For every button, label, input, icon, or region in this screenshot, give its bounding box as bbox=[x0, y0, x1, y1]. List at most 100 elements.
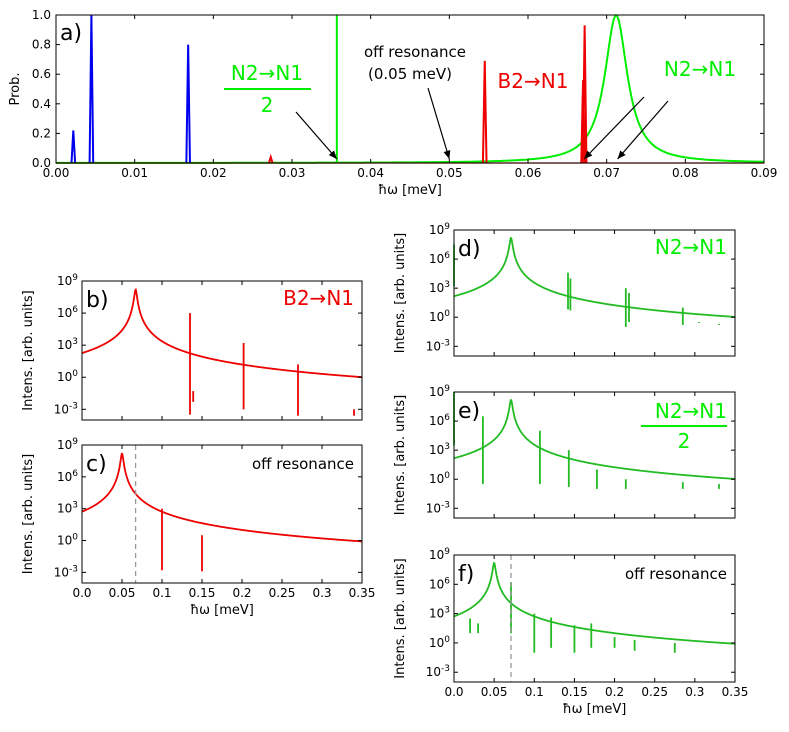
y-tick-label-c: 106 bbox=[57, 469, 78, 484]
panel-b-curve bbox=[81, 287, 363, 379]
panel-c-frame bbox=[81, 444, 363, 584]
y-tick-label-f: 106 bbox=[429, 576, 450, 591]
legend-e: N2→N1 bbox=[655, 399, 727, 423]
x-axis-label-f: ħω [meV] bbox=[563, 702, 627, 717]
x-tick-label-c: 0.2 bbox=[232, 586, 251, 600]
y-tick-label-d: 103 bbox=[429, 280, 450, 295]
series-green-lorentz bbox=[55, 14, 765, 164]
y-tick-label-b: 10-3 bbox=[54, 401, 78, 416]
x-tick-label-f: 0.3 bbox=[685, 685, 704, 699]
y-tick-label-a: 0.4 bbox=[32, 97, 51, 111]
x-tick-label-a: 0.06 bbox=[515, 166, 542, 180]
y-axis-label-f: Intens. [arb. units] bbox=[393, 558, 408, 678]
y-axis-label-b: Intens. [arb. units] bbox=[21, 290, 36, 410]
arrow-n2n1-half bbox=[295, 111, 338, 160]
x-tick-label-f: 0.2 bbox=[605, 685, 624, 699]
legend-c: off resonance bbox=[252, 455, 354, 473]
panel-d-curve bbox=[453, 236, 736, 318]
arrow-off-resonance-head bbox=[443, 150, 451, 159]
panel-label-e: e) bbox=[458, 399, 480, 424]
panel-label-b: b) bbox=[86, 288, 109, 313]
panel-f-frame bbox=[453, 554, 736, 683]
x-tick-label-a: 0.08 bbox=[672, 166, 699, 180]
panel-d-frame bbox=[453, 229, 736, 357]
series-red-peak-3 bbox=[581, 25, 588, 164]
x-tick-label-c: 0.25 bbox=[269, 586, 296, 600]
y-tick-label-f: 10-3 bbox=[426, 664, 450, 679]
x-tick-label-a: 0.03 bbox=[279, 166, 306, 180]
arrow-b2n1 bbox=[583, 96, 645, 160]
x-tick-label-a: 0.07 bbox=[593, 166, 620, 180]
x-tick-label-c: 0.15 bbox=[189, 586, 216, 600]
x-tick-label-a: 0.05 bbox=[436, 166, 463, 180]
x-tick-label-f: 0.25 bbox=[641, 685, 668, 699]
x-tick-label-c: 0.3 bbox=[312, 586, 331, 600]
arrow-off-resonance bbox=[427, 87, 450, 160]
panel-f-curve bbox=[453, 561, 736, 645]
y-tick-label-e: 10-3 bbox=[426, 500, 450, 515]
y-tick-label-a: 0.0 bbox=[32, 156, 51, 170]
y-tick-label-d: 106 bbox=[429, 251, 450, 266]
panel-label-d: d) bbox=[458, 237, 481, 262]
annotation-off-resonance: off resonance bbox=[364, 43, 466, 61]
arrow-n2n1-half-head bbox=[328, 150, 337, 159]
x-axis-label-a: ħω [meV] bbox=[378, 183, 442, 198]
y-tick-label-a: 0.6 bbox=[32, 67, 51, 81]
y-tick-label-c: 109 bbox=[57, 437, 78, 452]
y-tick-label-d: 109 bbox=[429, 222, 450, 237]
x-tick-label-a: 0.02 bbox=[200, 166, 227, 180]
arrow-n2n1 bbox=[617, 100, 669, 160]
legend-d: N2→N1 bbox=[655, 235, 727, 259]
y-tick-label-c: 103 bbox=[57, 501, 78, 516]
series-blue-peak-0 bbox=[70, 130, 77, 164]
panel-label-f: f) bbox=[458, 562, 474, 587]
x-tick-label-c: 0.1 bbox=[152, 586, 171, 600]
annotation-off-resonance-value: (0.05 meV) bbox=[368, 65, 452, 83]
arrow-n2n1-head bbox=[617, 150, 626, 159]
panel-e-curve bbox=[453, 398, 736, 480]
y-tick-label-c: 100 bbox=[57, 533, 78, 548]
y-axis-label-d: Intens. [arb. units] bbox=[393, 233, 408, 353]
y-tick-label-f: 109 bbox=[429, 547, 450, 562]
y-tick-label-a: 1.0 bbox=[32, 8, 51, 22]
y-tick-label-e: 106 bbox=[429, 413, 450, 428]
legend-f: off resonance bbox=[625, 565, 727, 583]
panel-b-frame bbox=[81, 280, 363, 421]
y-axis-label-c: Intens. [arb. units] bbox=[21, 454, 36, 574]
y-axis-label-e: Intens. [arb. units] bbox=[393, 395, 408, 515]
legend-e-denominator: 2 bbox=[678, 429, 691, 453]
x-tick-label-a: 0.00 bbox=[43, 166, 70, 180]
y-tick-label-d: 10-3 bbox=[426, 338, 450, 353]
arrow-b2n1-head bbox=[584, 150, 593, 159]
y-axis-label-a: Prob. bbox=[8, 72, 23, 105]
y-tick-label-a: 0.8 bbox=[32, 38, 51, 52]
series-blue-peak-2 bbox=[185, 44, 191, 164]
panel-label-a: a) bbox=[60, 21, 82, 46]
y-tick-label-b: 100 bbox=[57, 369, 78, 384]
x-tick-label-f: 0.0 bbox=[444, 685, 463, 699]
x-tick-label-c: 0.05 bbox=[109, 586, 136, 600]
x-tick-label-c: 0.35 bbox=[349, 586, 376, 600]
legend-b: B2→N1 bbox=[283, 286, 354, 310]
y-tick-label-d: 100 bbox=[429, 309, 450, 324]
panel-e-frame bbox=[453, 391, 736, 519]
y-tick-label-f: 100 bbox=[429, 635, 450, 650]
y-tick-label-b: 109 bbox=[57, 273, 78, 288]
y-tick-label-b: 106 bbox=[57, 305, 78, 320]
x-tick-label-c: 0.0 bbox=[72, 586, 91, 600]
x-tick-label-a: 0.04 bbox=[357, 166, 384, 180]
annotation-b2n1: B2→N1 bbox=[498, 69, 569, 93]
x-tick-label-f: 0.35 bbox=[722, 685, 749, 699]
y-tick-label-c: 10-3 bbox=[54, 564, 78, 579]
x-axis-label-c: ħω [meV] bbox=[190, 603, 254, 618]
panel-c-curve bbox=[81, 452, 363, 543]
x-tick-label-f: 0.05 bbox=[481, 685, 508, 699]
x-tick-label-a: 0.01 bbox=[121, 166, 148, 180]
y-tick-label-e: 103 bbox=[429, 442, 450, 457]
panel-a-frame bbox=[55, 14, 765, 164]
annotation-n2n1: N2→N1 bbox=[664, 57, 736, 81]
annotation-denominator: 2 bbox=[261, 93, 274, 117]
y-tick-label-e: 100 bbox=[429, 471, 450, 486]
annotation-n2n1-half: N2→N1 bbox=[231, 61, 303, 85]
